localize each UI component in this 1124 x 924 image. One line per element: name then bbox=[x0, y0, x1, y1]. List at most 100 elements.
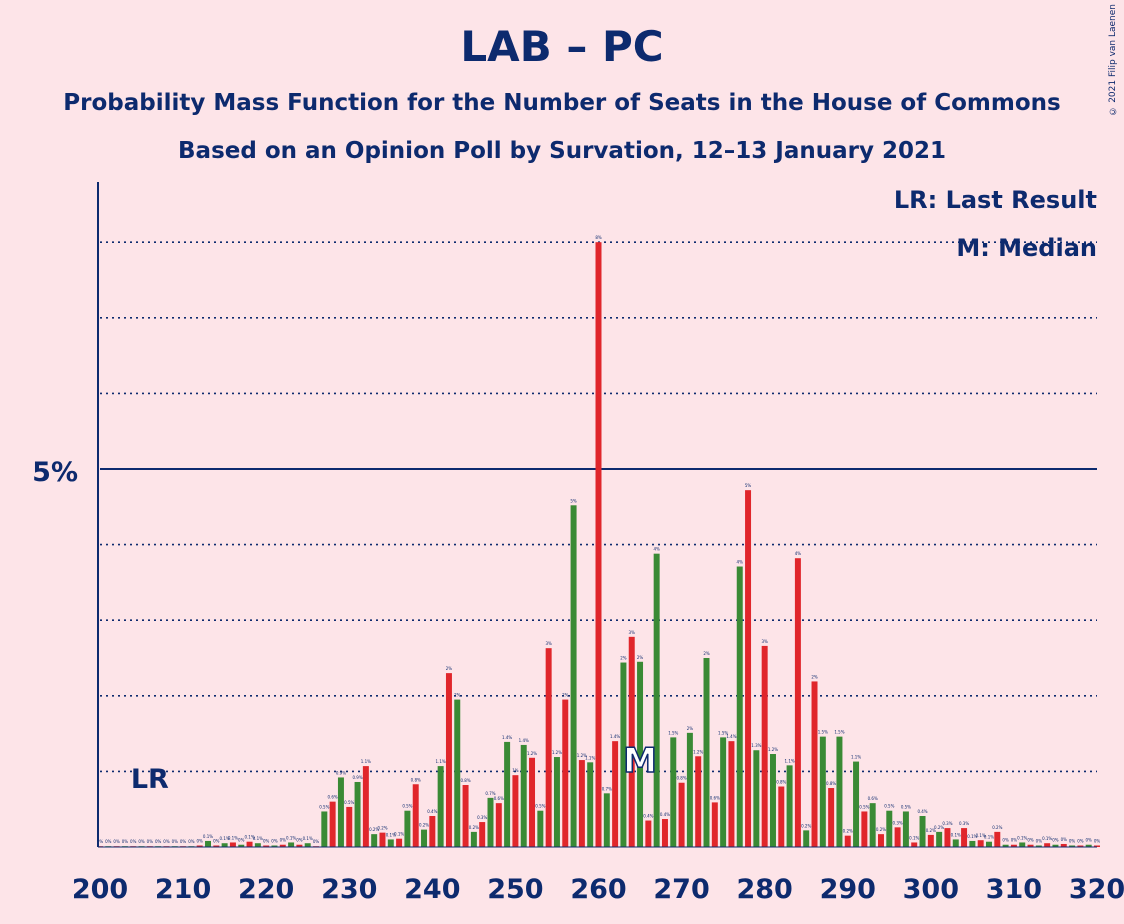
bar bbox=[279, 844, 286, 847]
x-tick-label: 310 bbox=[986, 874, 1042, 905]
x-tick-label: 240 bbox=[404, 874, 460, 905]
bar-value-label: 2% bbox=[620, 656, 627, 661]
bar-value-label: 0% bbox=[238, 838, 245, 843]
bar-value-label: 0.2% bbox=[419, 823, 429, 828]
bar bbox=[994, 831, 1001, 847]
bar-value-label: 2% bbox=[687, 726, 694, 731]
bar bbox=[412, 784, 419, 847]
bar bbox=[504, 741, 511, 847]
bar bbox=[570, 505, 577, 847]
bar-value-label: 0% bbox=[1036, 838, 1043, 843]
bar-value-label: 0.2% bbox=[934, 825, 944, 830]
x-tick-label: 280 bbox=[736, 874, 792, 905]
bar-value-label: 5% bbox=[570, 498, 577, 503]
bar-value-label: 0.4% bbox=[660, 812, 670, 817]
bar bbox=[620, 662, 627, 847]
median-label: M bbox=[623, 741, 657, 781]
bar bbox=[653, 553, 660, 847]
bar bbox=[562, 699, 569, 847]
bar bbox=[520, 744, 527, 847]
x-tick-label: 220 bbox=[238, 874, 294, 905]
bar-value-label: 0.5% bbox=[859, 804, 869, 809]
bar-value-label: 1.4% bbox=[519, 738, 529, 743]
bar bbox=[803, 830, 810, 847]
bar bbox=[487, 797, 494, 847]
bar-value-label: 0.6% bbox=[868, 796, 878, 801]
bar bbox=[769, 754, 776, 847]
bar-value-label: 0.8% bbox=[676, 776, 686, 781]
bar bbox=[379, 832, 386, 847]
bar bbox=[387, 839, 394, 847]
bar bbox=[462, 785, 469, 847]
bar-value-label: 0.2% bbox=[926, 828, 936, 833]
bar bbox=[686, 732, 693, 847]
bar-value-label: 3% bbox=[629, 630, 636, 635]
bar-value-label: 0.4% bbox=[643, 814, 653, 819]
bar bbox=[454, 699, 461, 847]
bar bbox=[977, 840, 984, 847]
bar-value-label: 0.3% bbox=[477, 815, 487, 820]
bar bbox=[961, 828, 968, 847]
bar-value-label: 0% bbox=[188, 839, 195, 844]
legend-median: M: Median bbox=[956, 234, 1097, 262]
bar bbox=[1094, 845, 1100, 847]
x-tick-label: 230 bbox=[321, 874, 377, 905]
bar-value-label: 0.2% bbox=[377, 826, 387, 831]
x-tick-label: 290 bbox=[820, 874, 876, 905]
bar bbox=[321, 811, 328, 847]
bar bbox=[927, 834, 934, 847]
bar-value-label: 0.1% bbox=[386, 832, 396, 837]
bar bbox=[844, 835, 851, 847]
bar bbox=[213, 845, 220, 847]
bar-value-label: 0.1% bbox=[244, 835, 254, 840]
bar bbox=[587, 762, 594, 847]
bar bbox=[986, 841, 992, 847]
bar-value-label: 0% bbox=[313, 839, 320, 844]
bar-value-label: 0.6% bbox=[494, 796, 504, 801]
bar-value-label: 5% bbox=[745, 483, 752, 488]
bar bbox=[1010, 844, 1017, 847]
bar-value-label: 1.4% bbox=[726, 734, 736, 739]
bar-value-label: 0.1% bbox=[909, 835, 919, 840]
bar bbox=[1044, 843, 1051, 847]
bar-value-label: 1.3% bbox=[751, 743, 761, 748]
bar bbox=[911, 842, 918, 847]
bar-value-label: 0.8% bbox=[411, 777, 421, 782]
bar bbox=[936, 831, 943, 847]
bar-value-label: 0% bbox=[147, 839, 154, 844]
bar-value-label: 0.2% bbox=[992, 825, 1002, 830]
bar bbox=[246, 841, 253, 847]
bar bbox=[695, 756, 702, 847]
bar bbox=[819, 736, 826, 847]
bar bbox=[445, 673, 452, 847]
bar bbox=[271, 845, 278, 847]
bar-value-label: 3% bbox=[761, 639, 768, 644]
bar-value-label: 2% bbox=[811, 674, 818, 679]
bar-value-label: 4% bbox=[795, 551, 802, 556]
x-tick-labels: 200 210 220 230 240 250 260 270 280 290 300 310 320 bbox=[72, 874, 1124, 905]
bar-value-label: 0.3% bbox=[893, 820, 903, 825]
bar-value-label: 0% bbox=[172, 839, 179, 844]
bar-value-label: 0.2% bbox=[469, 825, 479, 830]
bar-value-label: 0.2% bbox=[369, 827, 379, 832]
bar-value-labels: 0% 0% 0% 0% 0% 0% 0% 0% 0% 0% 0% 0% 0%0.1%0% 0.1%0.1%… bbox=[97, 235, 1101, 844]
bar-value-label: 0.9% bbox=[336, 770, 346, 775]
bar bbox=[495, 803, 502, 847]
bar bbox=[396, 838, 403, 847]
bar-value-label: 0% bbox=[1027, 838, 1034, 843]
bar-value-label: 0.1% bbox=[228, 835, 238, 840]
x-tick-label: 260 bbox=[570, 874, 626, 905]
bar bbox=[637, 661, 644, 847]
bar bbox=[786, 765, 793, 847]
bar bbox=[354, 781, 361, 847]
bar bbox=[645, 820, 652, 847]
bar-value-label: 0% bbox=[296, 838, 303, 843]
bar-value-label: 2% bbox=[637, 655, 644, 660]
bar-value-label: 0% bbox=[263, 838, 270, 843]
bar bbox=[221, 843, 228, 847]
bar-value-label: 0.9% bbox=[352, 775, 362, 780]
bar bbox=[761, 645, 768, 847]
bar-value-label: 0.1% bbox=[286, 835, 296, 840]
bar-value-label: 3% bbox=[545, 641, 552, 646]
